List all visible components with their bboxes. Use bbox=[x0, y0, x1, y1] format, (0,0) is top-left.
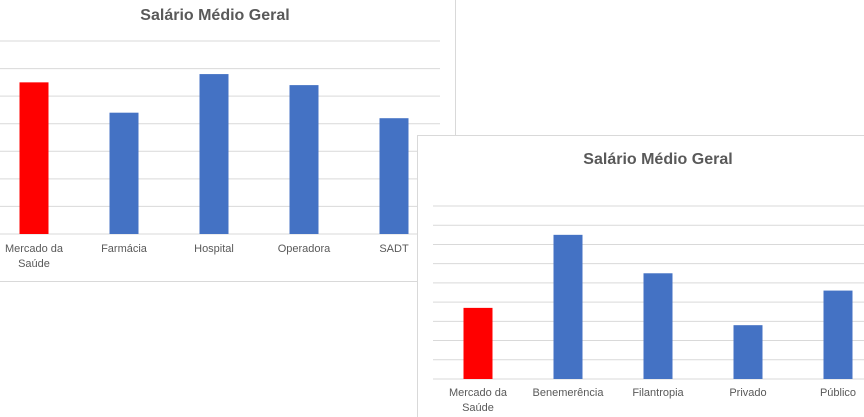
bar-4 bbox=[379, 118, 409, 234]
category-label-line: Hospital bbox=[194, 243, 234, 255]
bar-0 bbox=[19, 82, 49, 234]
bar-1 bbox=[553, 234, 583, 379]
bar-3 bbox=[289, 85, 319, 234]
chart-title: Salário Médio Geral bbox=[583, 151, 732, 168]
category-label: SADT bbox=[379, 243, 409, 255]
bar-chart-2: Salário Médio Geral Mercado da Saúde Benem… bbox=[433, 151, 864, 414]
category-label-line: Mercado da bbox=[5, 243, 64, 255]
category-label: Mercado da Saúde bbox=[449, 387, 508, 414]
chart-panel-1[interactable]: Salário Médio Geral Mercado da Saúde Farmá… bbox=[0, 0, 456, 282]
category-label: Privado bbox=[729, 387, 766, 399]
category-label: Público bbox=[820, 387, 856, 399]
category-label-line: Saúde bbox=[18, 258, 50, 270]
bar-3 bbox=[733, 325, 763, 379]
chart-panel-2[interactable]: Salário Médio Geral Mercado da Saúde Benem… bbox=[417, 135, 864, 417]
category-label-line: Saúde bbox=[462, 402, 494, 414]
category-label: Filantropia bbox=[632, 387, 684, 399]
category-label-line: Farmácia bbox=[101, 243, 148, 255]
bar-2 bbox=[199, 74, 229, 234]
category-label: Hospital bbox=[194, 243, 234, 255]
bar-0 bbox=[463, 307, 493, 379]
category-label-line: Privado bbox=[729, 387, 766, 399]
category-label-line: Público bbox=[820, 387, 856, 399]
category-label: Farmácia bbox=[101, 243, 148, 255]
chart-title: Salário Médio Geral bbox=[140, 7, 289, 24]
bar-4 bbox=[823, 290, 853, 379]
category-label-line: Benemerência bbox=[533, 387, 605, 399]
bar-chart-1: Salário Médio Geral Mercado da Saúde Farmá… bbox=[0, 7, 440, 270]
category-label: Benemerência bbox=[533, 387, 605, 399]
category-label-line: Filantropia bbox=[632, 387, 684, 399]
category-label-line: SADT bbox=[379, 243, 409, 255]
category-label-line: Mercado da bbox=[449, 387, 508, 399]
category-label: Mercado da Saúde bbox=[5, 243, 64, 270]
bar-1 bbox=[109, 112, 139, 234]
bar-2 bbox=[643, 273, 673, 379]
category-label-line: Operadora bbox=[278, 243, 331, 255]
category-label: Operadora bbox=[278, 243, 331, 255]
